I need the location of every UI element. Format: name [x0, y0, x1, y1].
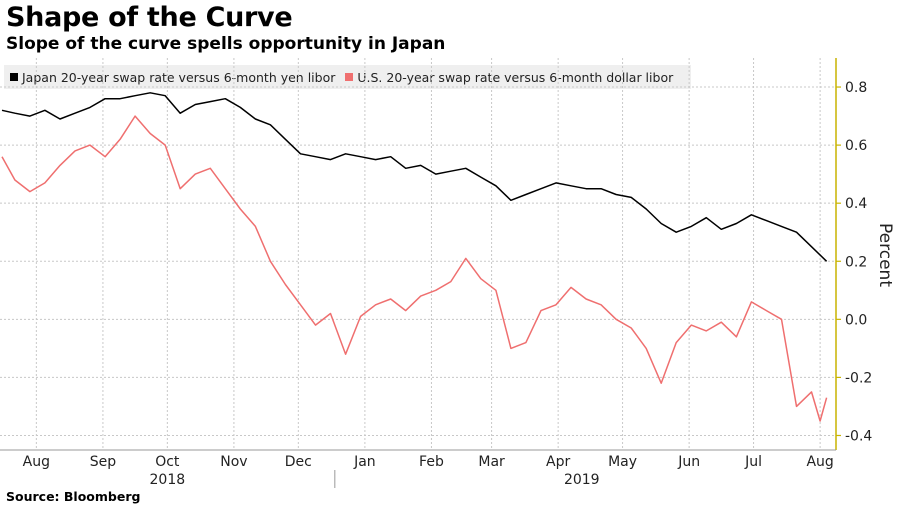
chart-title: Shape of the Curve: [6, 2, 293, 33]
y-tick-label: 0.6: [845, 138, 867, 154]
source-note: Source: Bloomberg: [6, 489, 141, 504]
x-year-label: 2018: [150, 472, 186, 488]
y-tick-label: 0.2: [845, 254, 867, 270]
series-lines: [1, 92, 828, 422]
legend-swatch-us: [345, 73, 354, 81]
legend-label-japan: Japan 20-year swap rate versus 6-month y…: [22, 69, 336, 85]
series-line-0: [1, 92, 828, 262]
series-line-1: [1, 115, 828, 422]
x-tick-label: Sep: [90, 454, 117, 470]
x-tick-label: Jun: [677, 454, 700, 470]
legend: Japan 20-year swap rate versus 6-month y…: [4, 65, 692, 89]
x-tick-label: Apr: [546, 454, 570, 470]
x-tick-label: Oct: [155, 454, 180, 470]
x-year-label: 2019: [564, 472, 600, 488]
x-tick-label: Feb: [419, 454, 444, 470]
legend-item-us: U.S. 20-year swap rate versus 6-month do…: [345, 70, 673, 85]
x-tick-label: May: [608, 454, 637, 470]
y-tick-label: 0.0: [845, 312, 867, 328]
x-tick-label: Jan: [353, 454, 376, 470]
x-tick-label: Nov: [220, 454, 247, 470]
x-axis-ticks: Aug Sep Oct Nov Dec Jan Feb Mar Apr May Jun Jul Aug 2…: [23, 454, 834, 488]
x-tick-label: Jul: [744, 454, 762, 470]
legend-item-japan: Japan 20-year swap rate versus 6-month y…: [10, 70, 335, 85]
y-tick-label: -0.4: [845, 428, 872, 444]
y-tick-label: -0.2: [845, 370, 872, 386]
y-tick-label: 0.8: [845, 80, 867, 96]
legend-swatch-japan: [10, 73, 18, 81]
legend-label-us: U.S. 20-year swap rate versus 6-month do…: [357, 69, 674, 85]
y-axis-label: Percent: [875, 223, 895, 287]
x-tick-label: Aug: [23, 454, 50, 470]
x-tick-label: Aug: [806, 454, 833, 470]
grid-lines: [0, 58, 835, 450]
y-axis-ticks: 0.8 0.6 0.4 0.2 0.0 -0.2 -0.4: [836, 80, 872, 444]
x-tick-label: Mar: [478, 454, 505, 470]
y-tick-label: 0.4: [845, 196, 867, 212]
chart-subtitle: Slope of the curve spells opportunity in…: [6, 34, 446, 54]
x-tick-label: Dec: [285, 454, 312, 470]
